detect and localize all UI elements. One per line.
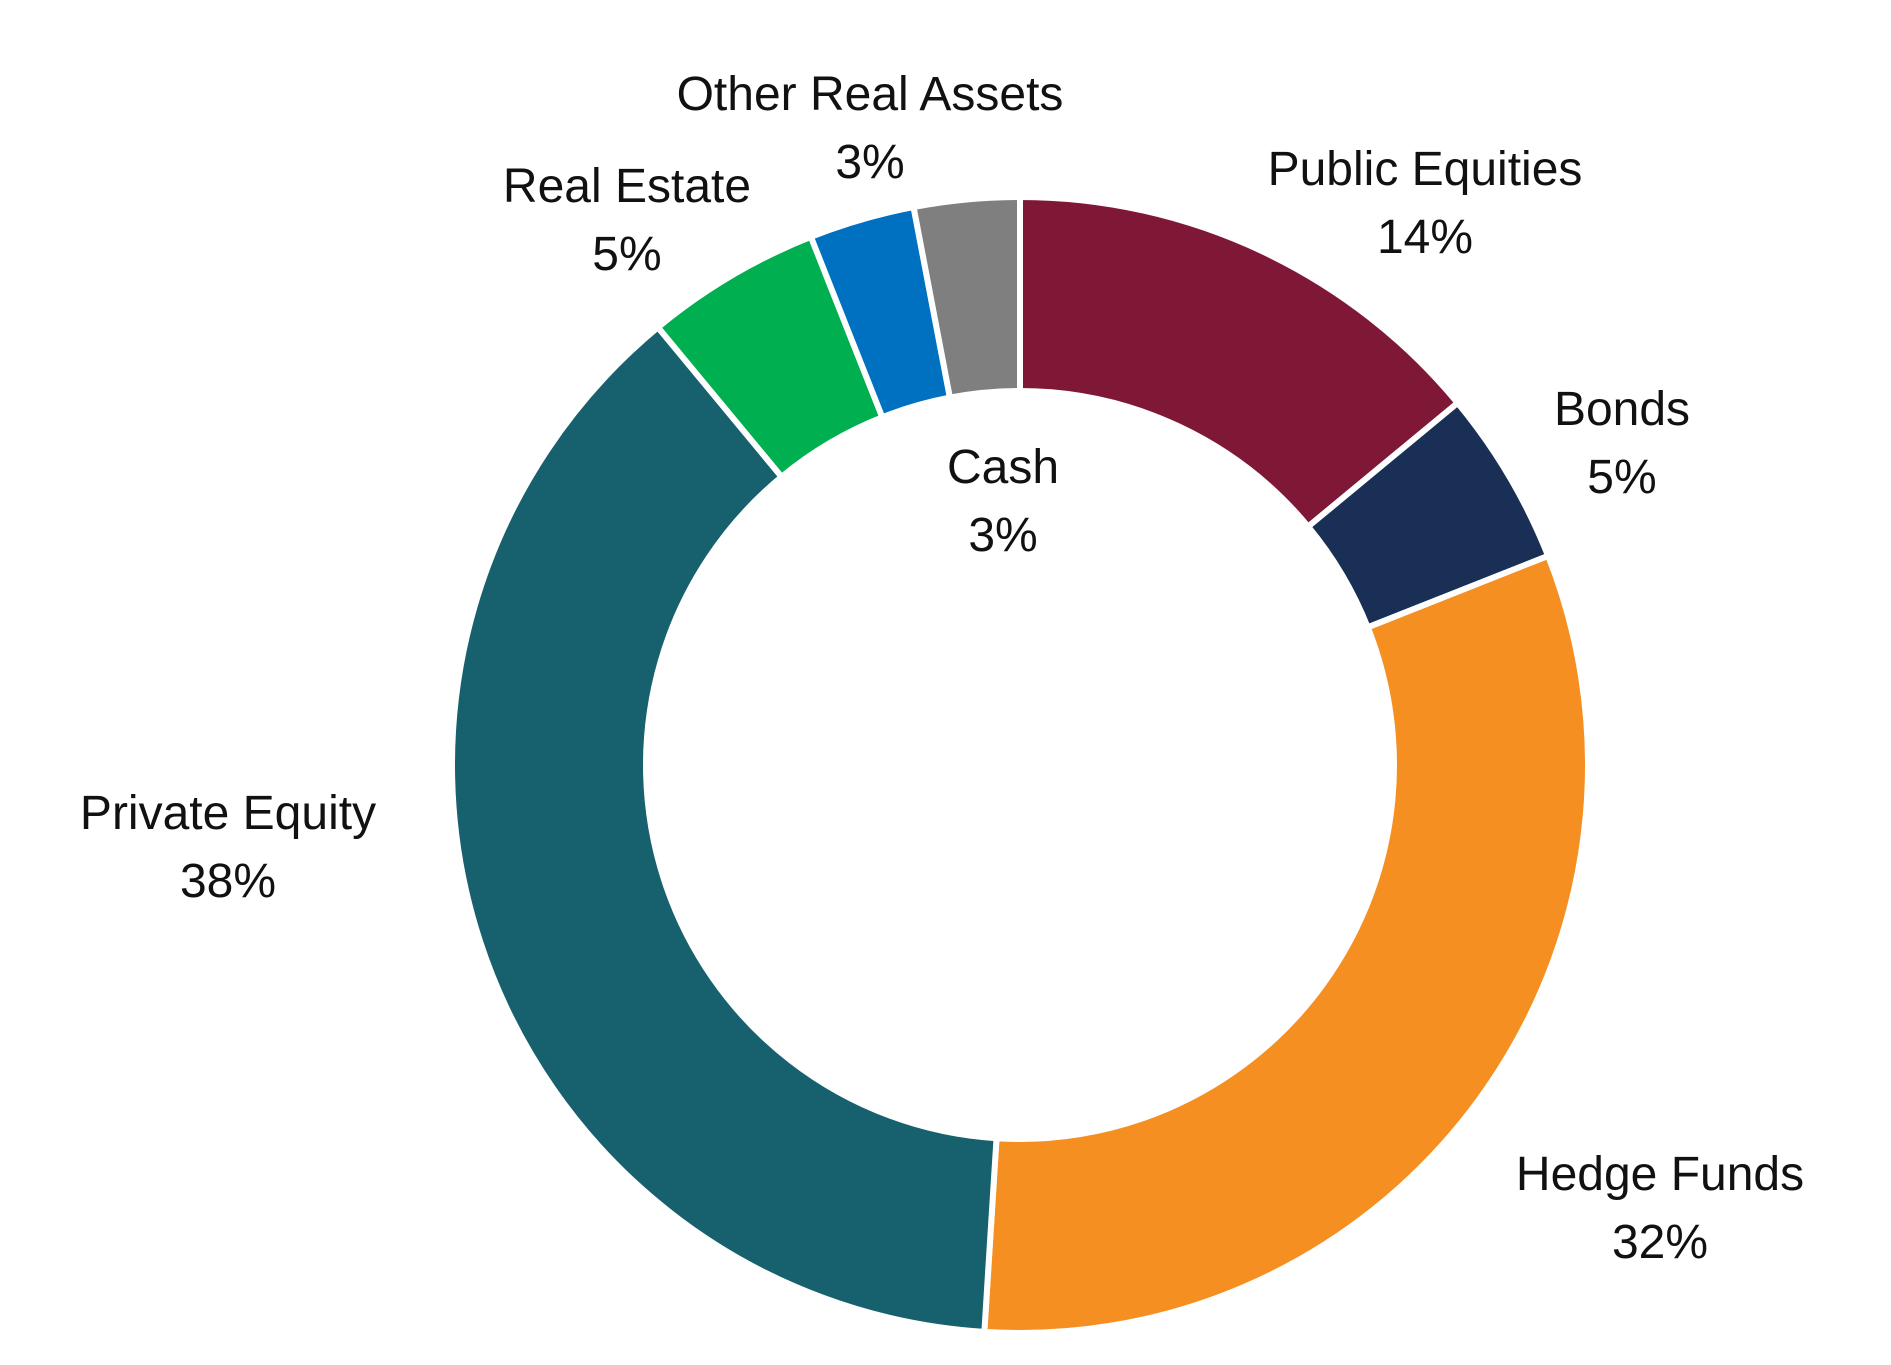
label-name: Other Real Assets <box>676 68 1064 121</box>
label-percent: 5% <box>1587 451 1657 504</box>
label-cash: Cash 3% <box>947 434 1059 570</box>
slice-hedge-funds <box>981 552 1591 1336</box>
label-name: Bonds <box>1553 383 1691 436</box>
label-percent: 32% <box>1611 1216 1709 1269</box>
label-real-estate: Real Estate 5% <box>503 153 751 289</box>
label-name: Public Equities <box>1267 143 1583 196</box>
slice-other-real-assets <box>910 193 1023 402</box>
slices-group <box>449 193 1591 1336</box>
label-percent: 38% <box>179 855 277 908</box>
label-name: Cash <box>946 441 1060 494</box>
label-name: Real Estate <box>502 160 752 213</box>
label-name: Private Equity <box>79 787 377 840</box>
label-name: Hedge Funds <box>1515 1148 1805 1201</box>
label-public-equities: Public Equities 14% <box>1268 136 1583 272</box>
slice-public-equities <box>1017 193 1462 531</box>
label-percent: 14% <box>1376 211 1474 264</box>
label-percent: 3% <box>835 136 905 189</box>
label-bonds: Bonds 5% <box>1554 376 1690 512</box>
label-percent: 3% <box>968 509 1038 562</box>
label-private-equity: Private Equity 38% <box>80 780 376 916</box>
label-hedge-funds: Hedge Funds 32% <box>1516 1141 1804 1277</box>
label-other-real-assets: Other Real Assets 3% <box>677 61 1064 197</box>
label-percent: 5% <box>592 228 662 281</box>
slice-private-equity <box>449 323 1000 1336</box>
